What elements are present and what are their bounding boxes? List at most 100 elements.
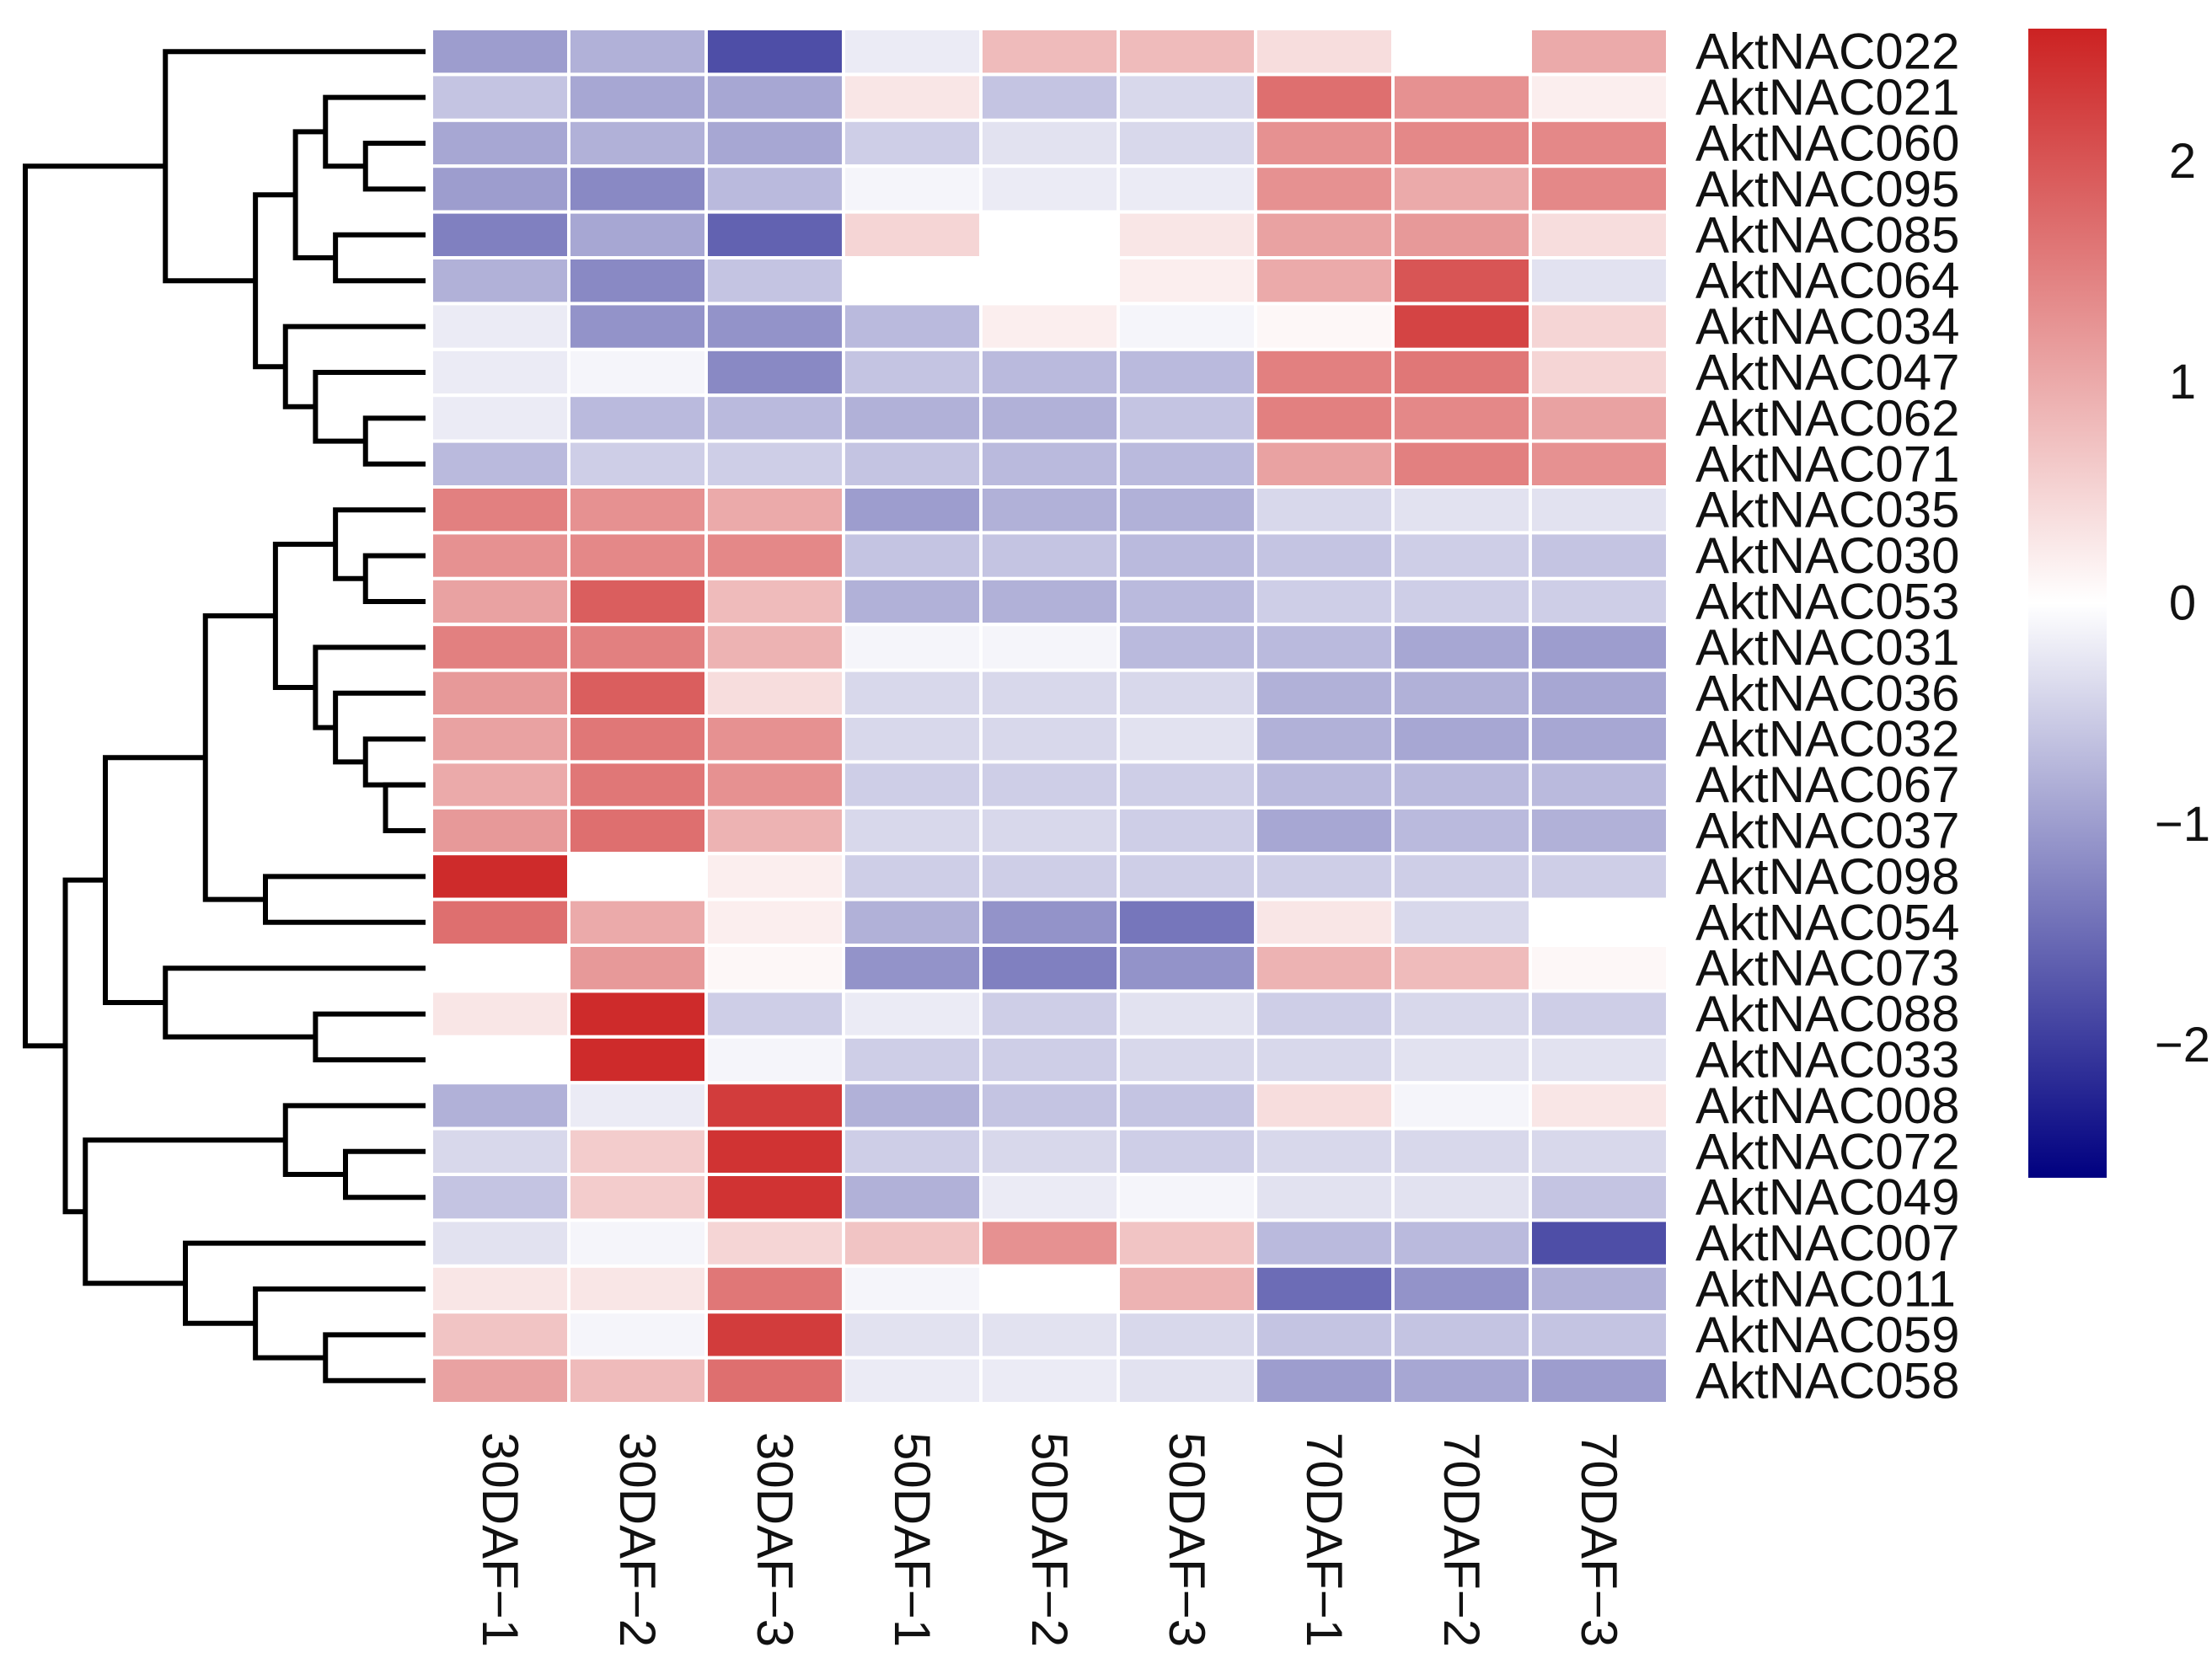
heatmap-cell xyxy=(979,944,1120,993)
heatmap-cell xyxy=(1391,27,1532,77)
heatmap-cell xyxy=(842,760,983,810)
heatmap-cell xyxy=(1117,668,1257,718)
heatmap-cell xyxy=(1529,852,1669,901)
heatmap-cell xyxy=(1117,1356,1257,1405)
dendrogram-link xyxy=(202,613,276,902)
heatmap-cell xyxy=(1254,760,1395,810)
heatmap-cell xyxy=(704,760,845,810)
heatmap-cell xyxy=(1117,1081,1257,1131)
heatmap-cell xyxy=(1529,1356,1669,1405)
heatmap-cell xyxy=(1254,989,1395,1039)
row-label: AktNAC035 xyxy=(1695,482,1959,538)
heatmap-cell xyxy=(430,256,570,306)
row-label: AktNAC007 xyxy=(1695,1215,1959,1271)
row-dendrogram xyxy=(23,49,426,1383)
heatmap-cell xyxy=(1391,485,1532,535)
heatmap-cell xyxy=(704,852,845,901)
heatmap-cell xyxy=(842,989,983,1039)
column-label: 30DAF−1 xyxy=(472,1432,528,1647)
heatmap-cell xyxy=(979,805,1120,856)
heatmap-cell xyxy=(1254,1173,1395,1222)
heatmap-cell xyxy=(567,118,708,168)
heatmap-cell xyxy=(1529,485,1669,535)
heatmap-cell xyxy=(1117,852,1257,901)
heatmap-cell xyxy=(979,760,1120,810)
heatmap-cell xyxy=(1529,944,1669,993)
column-label: 30DAF−2 xyxy=(609,1432,666,1647)
heatmap-cell xyxy=(567,1264,708,1314)
heatmap-cell xyxy=(1391,439,1532,489)
heatmap-cell xyxy=(1391,989,1532,1039)
color-legend-bar xyxy=(2028,29,2107,1178)
heatmap-cell xyxy=(979,623,1120,672)
heatmap-cell xyxy=(430,989,570,1039)
heatmap-cell xyxy=(567,531,708,580)
heatmap-cell xyxy=(1254,393,1395,443)
row-label: AktNAC095 xyxy=(1695,161,1959,217)
row-label: AktNAC008 xyxy=(1695,1078,1959,1134)
heatmap-cell xyxy=(1117,393,1257,443)
heatmap-cell xyxy=(704,1218,845,1268)
heatmap-cell xyxy=(567,347,708,398)
heatmap-cell xyxy=(704,623,845,672)
heatmap-cell xyxy=(1529,302,1669,351)
column-labels: 30DAF−1 30DAF−2 30DAF−3 50DAF−1 50DAF−2 50DAF… xyxy=(472,1432,1627,1647)
heatmap-cell xyxy=(979,485,1120,535)
heatmap-cell xyxy=(842,347,983,398)
heatmap-cell xyxy=(1254,668,1395,718)
heatmap-cell xyxy=(1529,623,1669,672)
heatmap-cell xyxy=(1254,1218,1395,1268)
heatmap-cell xyxy=(979,256,1120,306)
heatmap-cell xyxy=(567,668,708,718)
row-label: AktNAC049 xyxy=(1695,1169,1959,1226)
heatmap-cell xyxy=(842,1310,983,1360)
row-label: AktNAC072 xyxy=(1695,1123,1959,1179)
heatmap-cell xyxy=(1391,944,1532,993)
heatmap-cell xyxy=(704,531,845,580)
heatmap-cell xyxy=(1254,576,1395,627)
heatmap-cell xyxy=(1254,805,1395,856)
heatmap-cell xyxy=(1391,1218,1532,1268)
heatmap-cell xyxy=(1117,1310,1257,1360)
dendrogram-link xyxy=(313,370,426,444)
heatmap-cell xyxy=(979,989,1120,1039)
heatmap-cell xyxy=(1254,72,1395,122)
heatmap-cell xyxy=(1529,989,1669,1039)
heatmap-cell xyxy=(430,623,570,672)
heatmap-cell xyxy=(842,1081,983,1131)
heatmap-cell xyxy=(430,944,570,993)
heatmap-cell xyxy=(704,1356,845,1405)
heatmap-cell xyxy=(1117,1264,1257,1314)
row-label: AktNAC031 xyxy=(1695,619,1959,676)
heatmap-cell xyxy=(842,118,983,168)
heatmap-cell xyxy=(1391,623,1532,672)
heatmap-cell xyxy=(979,72,1120,122)
heatmap-cell xyxy=(430,576,570,627)
heatmap-cell xyxy=(842,531,983,580)
heatmap-cell xyxy=(1529,210,1669,260)
heatmap-cell xyxy=(704,1126,845,1176)
heatmap-cell xyxy=(704,897,845,947)
heatmap-cell xyxy=(1391,1264,1532,1314)
heatmap-cell xyxy=(430,852,570,901)
dendrogram-link xyxy=(23,163,166,1049)
heatmap-cell xyxy=(1391,1081,1532,1131)
dendrogram-link xyxy=(183,1240,426,1326)
heatmap-cell xyxy=(1117,1126,1257,1176)
dendrogram-link xyxy=(282,324,426,409)
heatmap-cell xyxy=(1117,989,1257,1039)
heatmap-cell xyxy=(979,1035,1120,1085)
heatmap-cell xyxy=(1254,210,1395,260)
heatmap-cell xyxy=(430,164,570,214)
heatmap-cell xyxy=(567,485,708,535)
heatmap-cell xyxy=(842,944,983,993)
heatmap-cell xyxy=(704,989,845,1039)
heatmap-cell xyxy=(430,1173,570,1222)
heatmap-cell xyxy=(1254,714,1395,764)
heatmap-cell xyxy=(1391,256,1532,306)
heatmap-cell xyxy=(1117,256,1257,306)
heatmap-cell xyxy=(704,668,845,718)
row-label: AktNAC059 xyxy=(1695,1307,1959,1363)
heatmap-cell xyxy=(430,897,570,947)
